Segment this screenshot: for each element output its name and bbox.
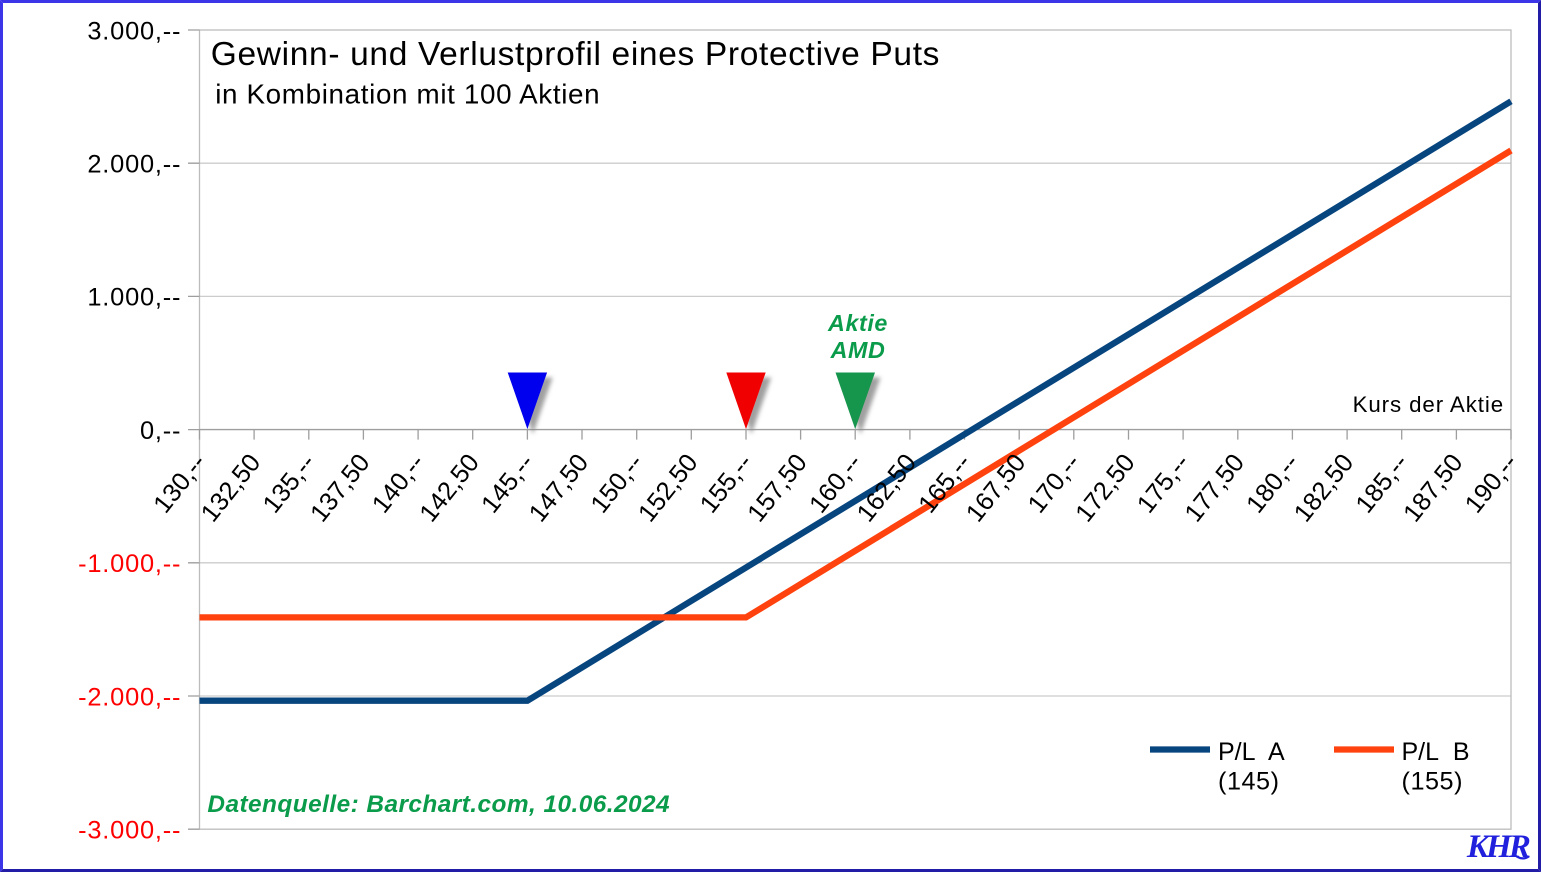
svg-text:AMD: AMD bbox=[830, 337, 886, 363]
svg-text:1.000,--: 1.000,-- bbox=[87, 284, 181, 312]
svg-text:0,--: 0,-- bbox=[140, 417, 181, 445]
svg-text:3.000,--: 3.000,-- bbox=[87, 17, 181, 45]
svg-text:KHR: KHR bbox=[1466, 829, 1530, 865]
svg-text:-1.000,--: -1.000,-- bbox=[78, 550, 181, 578]
svg-text:-3.000,--: -3.000,-- bbox=[78, 817, 181, 845]
svg-text:-2.000,--: -2.000,-- bbox=[78, 683, 181, 711]
svg-text:(145): (145) bbox=[1218, 768, 1280, 796]
svg-text:(155): (155) bbox=[1402, 768, 1464, 796]
svg-text:Aktie: Aktie bbox=[827, 310, 888, 336]
svg-text:P/L B: P/L B bbox=[1402, 738, 1470, 766]
svg-text:Gewinn- und Verlustprofil eine: Gewinn- und Verlustprofil eines Protecti… bbox=[211, 36, 940, 73]
svg-text:P/L A: P/L A bbox=[1218, 738, 1285, 766]
svg-text:Kurs der Aktie: Kurs der Aktie bbox=[1353, 392, 1504, 417]
svg-text:2.000,--: 2.000,-- bbox=[87, 151, 181, 179]
svg-text:in Kombination mit 100 Aktien: in Kombination mit 100 Aktien bbox=[215, 78, 600, 109]
svg-text:Datenquelle: Barchart.com, 10.: Datenquelle: Barchart.com, 10.06.2024 bbox=[207, 791, 670, 818]
